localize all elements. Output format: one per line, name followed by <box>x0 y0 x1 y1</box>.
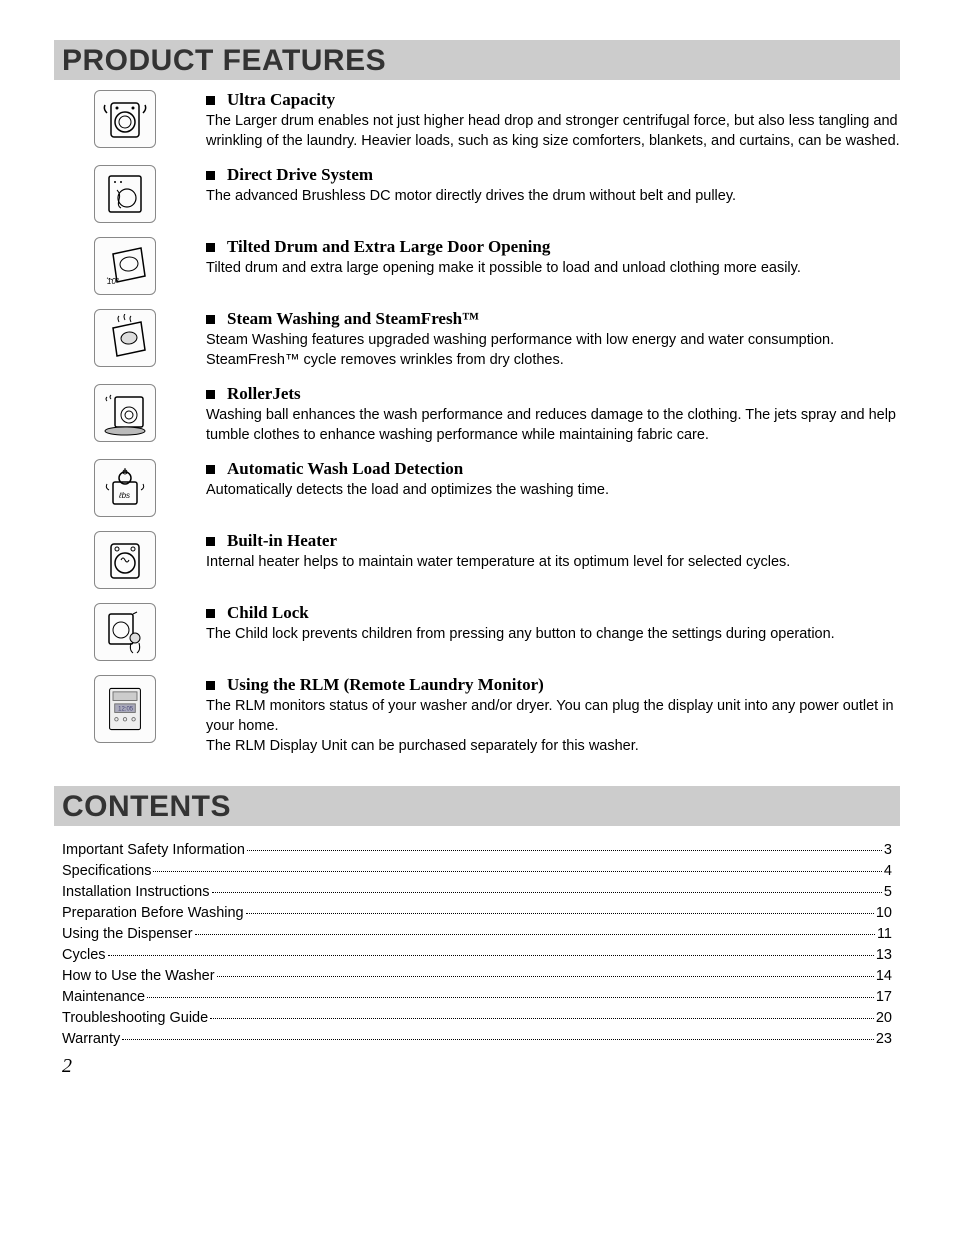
toc-dots <box>247 850 882 851</box>
feature-title: Tilted Drum and Extra Large Door Opening <box>227 237 550 257</box>
toc-page: 17 <box>876 989 892 1005</box>
feature-title: Direct Drive System <box>227 165 373 185</box>
feature-title: Ultra Capacity <box>227 90 335 110</box>
toc-page: 5 <box>884 884 892 900</box>
toc-page: 23 <box>876 1031 892 1047</box>
features-header: PRODUCT FEATURES <box>40 40 900 80</box>
bullet-icon <box>206 681 215 690</box>
toc-dots <box>217 976 874 977</box>
toc-dots <box>210 1018 874 1019</box>
feature-desc: The Larger drum enables not just higher … <box>206 112 900 151</box>
feature-desc: Washing ball enhances the wash performan… <box>206 406 900 445</box>
feature-title: Steam Washing and SteamFresh™ <box>227 309 479 329</box>
toc-list: Important Safety Information 3 Specifica… <box>54 836 900 1047</box>
toc-label: How to Use the Washer <box>62 968 215 984</box>
toc-label: Troubleshooting Guide <box>62 1010 208 1026</box>
toc-label: Installation Instructions <box>62 884 210 900</box>
auto-load-icon: ℓbs <box>94 459 156 517</box>
toc-page: 10 <box>876 905 892 921</box>
rlm-icon: 12:05 <box>94 675 156 743</box>
bullet-icon <box>206 609 215 618</box>
feature-desc: Tilted drum and extra large opening make… <box>206 259 900 279</box>
features-heading: PRODUCT FEATURES <box>62 44 892 78</box>
feature-desc: The advanced Brushless DC motor directly… <box>206 187 900 207</box>
toc-dots <box>122 1039 874 1040</box>
toc-label: Important Safety Information <box>62 842 245 858</box>
page-number: 2 <box>54 1055 900 1078</box>
feature-title: Automatic Wash Load Detection <box>227 459 463 479</box>
bullet-icon <box>206 315 215 324</box>
feature-rlm: 12:05 Using the RLM (Remote Laundry Moni… <box>94 675 900 756</box>
feature-desc: Internal heater helps to maintain water … <box>206 553 900 573</box>
bullet-icon <box>206 96 215 105</box>
contents-heading: CONTENTS <box>62 790 892 824</box>
feature-title: RollerJets <box>227 384 301 404</box>
toc-label: Warranty <box>62 1031 120 1047</box>
svg-text:10°: 10° <box>107 277 120 286</box>
steam-icon <box>94 309 156 367</box>
feature-desc: The RLM monitors status of your washer a… <box>206 697 900 756</box>
feature-title: Child Lock <box>227 603 309 623</box>
bullet-icon <box>206 465 215 474</box>
toc-label: Using the Dispenser <box>62 926 193 942</box>
bullet-icon <box>206 243 215 252</box>
feature-steam: Steam Washing and SteamFresh™ Steam Wash… <box>94 309 900 370</box>
toc-entry: Preparation Before Washing 10 <box>62 905 892 921</box>
feature-direct-drive: Direct Drive System The advanced Brushle… <box>94 165 900 223</box>
toc-entry: Using the Dispenser 11 <box>62 926 892 942</box>
contents-header: CONTENTS <box>40 786 900 826</box>
bullet-icon <box>206 171 215 180</box>
tilted-drum-icon: 10° <box>94 237 156 295</box>
toc-dots <box>108 955 874 956</box>
svg-text:ℓbs: ℓbs <box>118 491 130 500</box>
toc-entry: Warranty 23 <box>62 1031 892 1047</box>
feature-ultra-capacity: Ultra Capacity The Larger drum enables n… <box>94 90 900 151</box>
toc-page: 4 <box>884 863 892 879</box>
toc-entry: Specifications 4 <box>62 863 892 879</box>
direct-drive-icon <box>94 165 156 223</box>
toc-dots <box>195 934 875 935</box>
feature-tilted-drum: 10° Tilted Drum and Extra Large Door Ope… <box>94 237 900 295</box>
toc-entry: Installation Instructions 5 <box>62 884 892 900</box>
toc-entry: Troubleshooting Guide 20 <box>62 1010 892 1026</box>
bullet-icon <box>206 390 215 399</box>
feature-title: Using the RLM (Remote Laundry Monitor) <box>227 675 544 695</box>
feature-child-lock: Child Lock The Child lock prevents child… <box>94 603 900 661</box>
toc-page: 14 <box>876 968 892 984</box>
feature-auto-load: ℓbs Automatic Wash Load Detection Automa… <box>94 459 900 517</box>
toc-entry: Maintenance 17 <box>62 989 892 1005</box>
features-list: Ultra Capacity The Larger drum enables n… <box>54 90 900 756</box>
feature-title: Built-in Heater <box>227 531 337 551</box>
toc-entry: Important Safety Information 3 <box>62 842 892 858</box>
rollerjets-icon <box>94 384 156 442</box>
toc-entry: How to Use the Washer 14 <box>62 968 892 984</box>
heater-icon <box>94 531 156 589</box>
ultra-capacity-icon <box>94 90 156 148</box>
toc-label: Cycles <box>62 947 106 963</box>
toc-page: 3 <box>884 842 892 858</box>
feature-rollerjets: RollerJets Washing ball enhances the was… <box>94 384 900 445</box>
toc-page: 11 <box>877 926 892 942</box>
toc-dots <box>212 892 882 893</box>
toc-page: 13 <box>876 947 892 963</box>
feature-heater: Built-in Heater Internal heater helps to… <box>94 531 900 589</box>
toc-label: Preparation Before Washing <box>62 905 244 921</box>
toc-page: 20 <box>876 1010 892 1026</box>
bullet-icon <box>206 537 215 546</box>
feature-desc: The Child lock prevents children from pr… <box>206 625 900 645</box>
feature-desc: Steam Washing features upgraded washing … <box>206 331 900 370</box>
child-lock-icon <box>94 603 156 661</box>
svg-text:12:05: 12:05 <box>118 707 134 713</box>
toc-dots <box>153 871 881 872</box>
toc-label: Specifications <box>62 863 151 879</box>
feature-desc: Automatically detects the load and optim… <box>206 481 900 501</box>
toc-dots <box>246 913 874 914</box>
toc-label: Maintenance <box>62 989 145 1005</box>
toc-entry: Cycles 13 <box>62 947 892 963</box>
toc-dots <box>147 997 874 998</box>
